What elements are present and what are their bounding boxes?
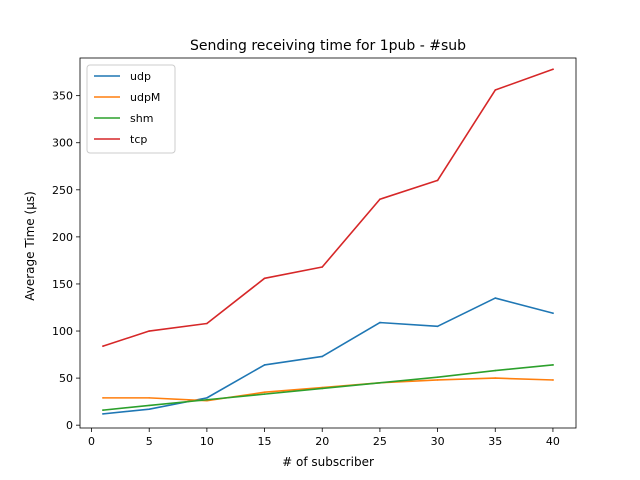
x-tick-label-0: 0	[88, 435, 95, 448]
plot-area: 0 5 10 15 20 25 30 35 40 0 50 100 150 200 250 300 350	[52, 57, 577, 448]
data-point-tcp-4	[321, 266, 324, 268]
data-point-tcp-7	[494, 89, 497, 91]
y-tick-label-4: 200	[52, 231, 73, 244]
legend-label-udpM: udpM	[130, 91, 160, 104]
data-point-udp-4	[321, 355, 324, 358]
x-axis-label: # of subscriber	[282, 455, 374, 469]
data-point-udp-5	[379, 321, 381, 324]
data-point-tcp-2	[206, 322, 208, 325]
x-tick-label-2: 10	[200, 435, 214, 448]
data-point-udp-0	[102, 413, 104, 415]
y-tick-label-2: 100	[52, 325, 73, 338]
data-point-tcp-6	[436, 179, 439, 182]
data-point-shm-5	[379, 382, 381, 384]
chart-title: Sending receiving time for 1pub - #sub	[190, 38, 466, 54]
x-tick-label-6: 30	[431, 435, 445, 448]
data-point-shm-3	[263, 393, 266, 395]
y-tick-label-5: 250	[52, 184, 73, 197]
x-tick-label-4: 20	[315, 435, 329, 448]
data-point-udpM-6	[436, 379, 439, 381]
data-point-tcp-1	[148, 330, 151, 332]
data-point-shm-8	[552, 364, 554, 366]
data-point-udpM-7	[494, 377, 497, 379]
y-tick-label-0: 0	[66, 419, 73, 432]
data-point-udpM-0	[102, 397, 104, 399]
x-tick-label-5: 25	[373, 435, 387, 448]
legend-label-tcp: tcp	[130, 133, 147, 146]
data-point-udp-1	[148, 408, 151, 410]
data-point-udp-3	[263, 364, 266, 366]
data-point-shm-7	[494, 369, 497, 372]
data-point-tcp-0	[102, 345, 104, 347]
legend: udp udpM shm tcp	[86, 64, 176, 154]
data-point-shm-2	[206, 398, 208, 401]
data-point-udpM-3	[263, 391, 266, 394]
x-tick-label-7: 35	[488, 435, 502, 448]
data-point-tcp-8	[552, 68, 554, 71]
data-point-shm-4	[321, 387, 324, 390]
data-point-tcp-3	[263, 277, 266, 280]
data-point-udp-8	[552, 312, 554, 314]
legend-box	[86, 64, 176, 154]
data-point-udpM-8	[552, 379, 554, 381]
data-point-shm-0	[102, 409, 104, 411]
y-tick-label-3: 150	[52, 278, 73, 291]
y-tick-label-6: 300	[52, 137, 73, 150]
legend-label-shm: shm	[130, 112, 153, 125]
data-point-tcp-5	[379, 198, 381, 201]
x-tick-label-8: 40	[546, 435, 560, 448]
data-point-shm-1	[148, 404, 151, 407]
y-axis-label: Average Time (µs)	[23, 191, 37, 301]
x-tick-label-3: 15	[258, 435, 272, 448]
axes-frame	[79, 57, 577, 429]
data-point-shm-6	[436, 376, 439, 378]
y-tick-label-7: 350	[52, 90, 73, 103]
data-point-udp-6	[436, 325, 439, 328]
data-point-udp-2	[206, 397, 208, 399]
data-point-udp-7	[494, 297, 497, 299]
data-point-udpM-1	[148, 397, 151, 399]
y-tick-label-1: 50	[59, 372, 73, 385]
x-tick-label-1: 5	[146, 435, 153, 448]
legend-label-udp: udp	[130, 70, 151, 83]
